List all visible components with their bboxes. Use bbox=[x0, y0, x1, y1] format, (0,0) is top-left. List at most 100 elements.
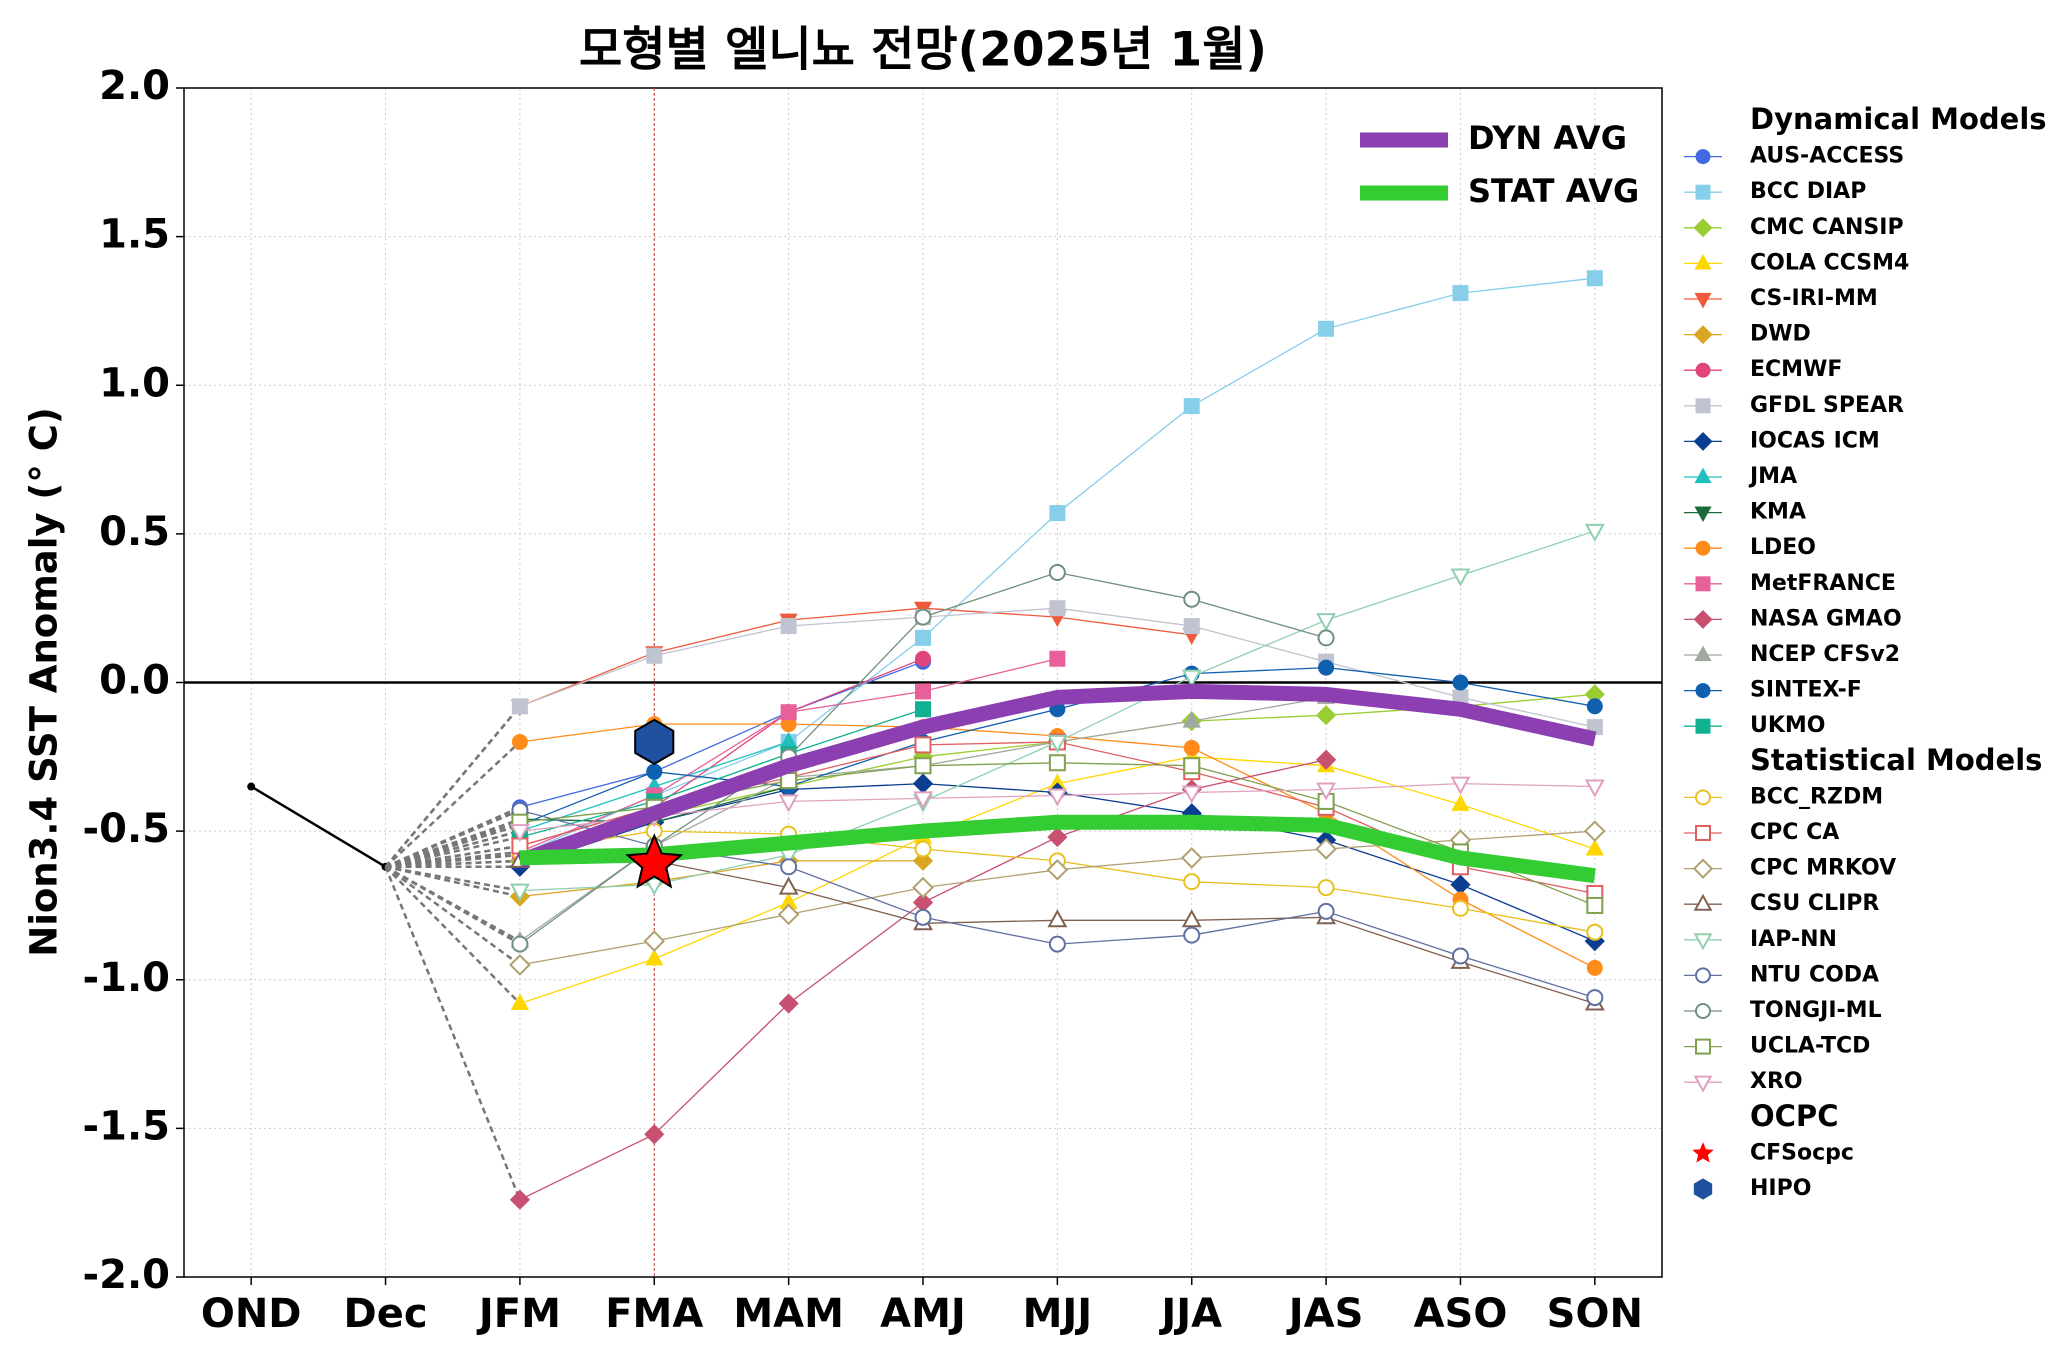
marker bbox=[780, 858, 798, 876]
marker bbox=[645, 948, 664, 966]
marker bbox=[1451, 947, 1469, 965]
marker bbox=[1183, 873, 1201, 891]
marker bbox=[1693, 609, 1713, 629]
series bbox=[510, 523, 1605, 902]
marker bbox=[1317, 879, 1335, 897]
connector bbox=[384, 705, 521, 868]
marker bbox=[511, 698, 528, 715]
marker bbox=[914, 736, 932, 754]
marker bbox=[643, 930, 666, 952]
legend-label: CS-IRI-MM bbox=[1750, 286, 1878, 311]
legend-label: CMC CANSIP bbox=[1750, 215, 1904, 240]
legend-label: SINTEX-F bbox=[1750, 678, 1862, 703]
legend-label: DYN AVG bbox=[1468, 119, 1627, 157]
legend-label: DWD bbox=[1750, 322, 1811, 347]
legend-label: IAP-NN bbox=[1750, 927, 1837, 952]
marker bbox=[1183, 926, 1201, 944]
marker bbox=[1694, 292, 1712, 309]
marker bbox=[915, 683, 931, 700]
marker bbox=[1694, 506, 1712, 523]
legend-label: GFDL SPEAR bbox=[1750, 393, 1904, 418]
marker bbox=[914, 908, 932, 926]
marker bbox=[914, 608, 932, 626]
marker bbox=[1183, 398, 1200, 415]
connector bbox=[384, 865, 521, 946]
series-line bbox=[519, 708, 924, 838]
x-tick-label: FMA bbox=[605, 1291, 703, 1337]
series bbox=[510, 776, 1605, 843]
marker bbox=[1695, 1003, 1711, 1019]
marker bbox=[912, 773, 934, 794]
x-tick-label: OND bbox=[201, 1291, 302, 1337]
marker bbox=[1452, 285, 1469, 302]
y-tick-label: -2.0 bbox=[83, 1252, 170, 1298]
connector bbox=[385, 865, 521, 892]
marker bbox=[1046, 858, 1069, 881]
legend-label: COLA CCSM4 bbox=[1750, 250, 1909, 275]
marker bbox=[914, 757, 932, 775]
y-tick-label: 1.0 bbox=[99, 360, 170, 406]
marker bbox=[1181, 785, 1202, 804]
marker bbox=[1451, 794, 1470, 811]
connector bbox=[385, 859, 520, 869]
marker bbox=[1695, 184, 1711, 200]
connector bbox=[384, 865, 521, 966]
marker bbox=[1583, 820, 1606, 842]
x-tick-label: JAS bbox=[1286, 1291, 1364, 1337]
legend-label: AUS-ACCESS bbox=[1750, 144, 1904, 169]
marker bbox=[1692, 1142, 1714, 1163]
legend-label: STAT AVG bbox=[1468, 172, 1639, 210]
marker bbox=[1182, 711, 1201, 728]
legend-label: NTU CODA bbox=[1750, 962, 1879, 987]
marker bbox=[1049, 600, 1066, 617]
marker bbox=[1584, 779, 1605, 798]
y-tick-label: 0.5 bbox=[99, 509, 170, 555]
marker bbox=[780, 704, 797, 721]
marker bbox=[625, 833, 684, 889]
marker bbox=[1181, 909, 1202, 928]
marker bbox=[510, 993, 530, 1010]
marker bbox=[912, 876, 934, 899]
connector bbox=[384, 865, 521, 1005]
marker bbox=[915, 701, 931, 718]
marker bbox=[1694, 645, 1712, 662]
x-tick-label: JFM bbox=[476, 1291, 561, 1337]
legend-label: LDEO bbox=[1750, 535, 1816, 560]
marker bbox=[509, 954, 531, 976]
legend-label: TONGJI-ML bbox=[1750, 998, 1882, 1023]
marker bbox=[1183, 739, 1200, 756]
connector bbox=[384, 741, 521, 868]
marker bbox=[1693, 1178, 1713, 1200]
marker bbox=[1695, 149, 1711, 165]
x-tick-label: SON bbox=[1547, 1291, 1643, 1337]
marker bbox=[511, 733, 528, 750]
marker bbox=[646, 647, 663, 664]
series-line bbox=[519, 658, 924, 847]
legend-label: UCLA-TCD bbox=[1750, 1034, 1870, 1059]
marker bbox=[1450, 568, 1471, 587]
marker bbox=[1047, 826, 1068, 848]
series-line bbox=[519, 607, 1192, 707]
x-tick-label: MAM bbox=[733, 1291, 844, 1337]
marker bbox=[1694, 467, 1712, 484]
marker bbox=[510, 824, 530, 843]
legend-label: UKMO bbox=[1750, 713, 1826, 738]
chart-title: 모형별 엘니뇨 전망(2025년 1월) bbox=[579, 23, 1267, 78]
marker bbox=[1452, 674, 1469, 691]
marker bbox=[912, 850, 934, 871]
x-tick-label: AMJ bbox=[880, 1291, 966, 1337]
marker bbox=[1048, 935, 1066, 953]
marker bbox=[1318, 659, 1335, 676]
marker bbox=[1695, 789, 1711, 806]
marker bbox=[634, 718, 675, 766]
marker bbox=[1693, 933, 1713, 951]
legend-label: BCC DIAP bbox=[1750, 179, 1866, 204]
marker bbox=[1317, 902, 1335, 920]
marker bbox=[1695, 576, 1711, 592]
marker bbox=[1695, 683, 1711, 699]
marker bbox=[1586, 923, 1604, 941]
marker bbox=[1180, 847, 1203, 869]
marker bbox=[1047, 909, 1068, 928]
legend-label: CSU CLIPR bbox=[1750, 891, 1879, 916]
marker bbox=[915, 629, 931, 646]
